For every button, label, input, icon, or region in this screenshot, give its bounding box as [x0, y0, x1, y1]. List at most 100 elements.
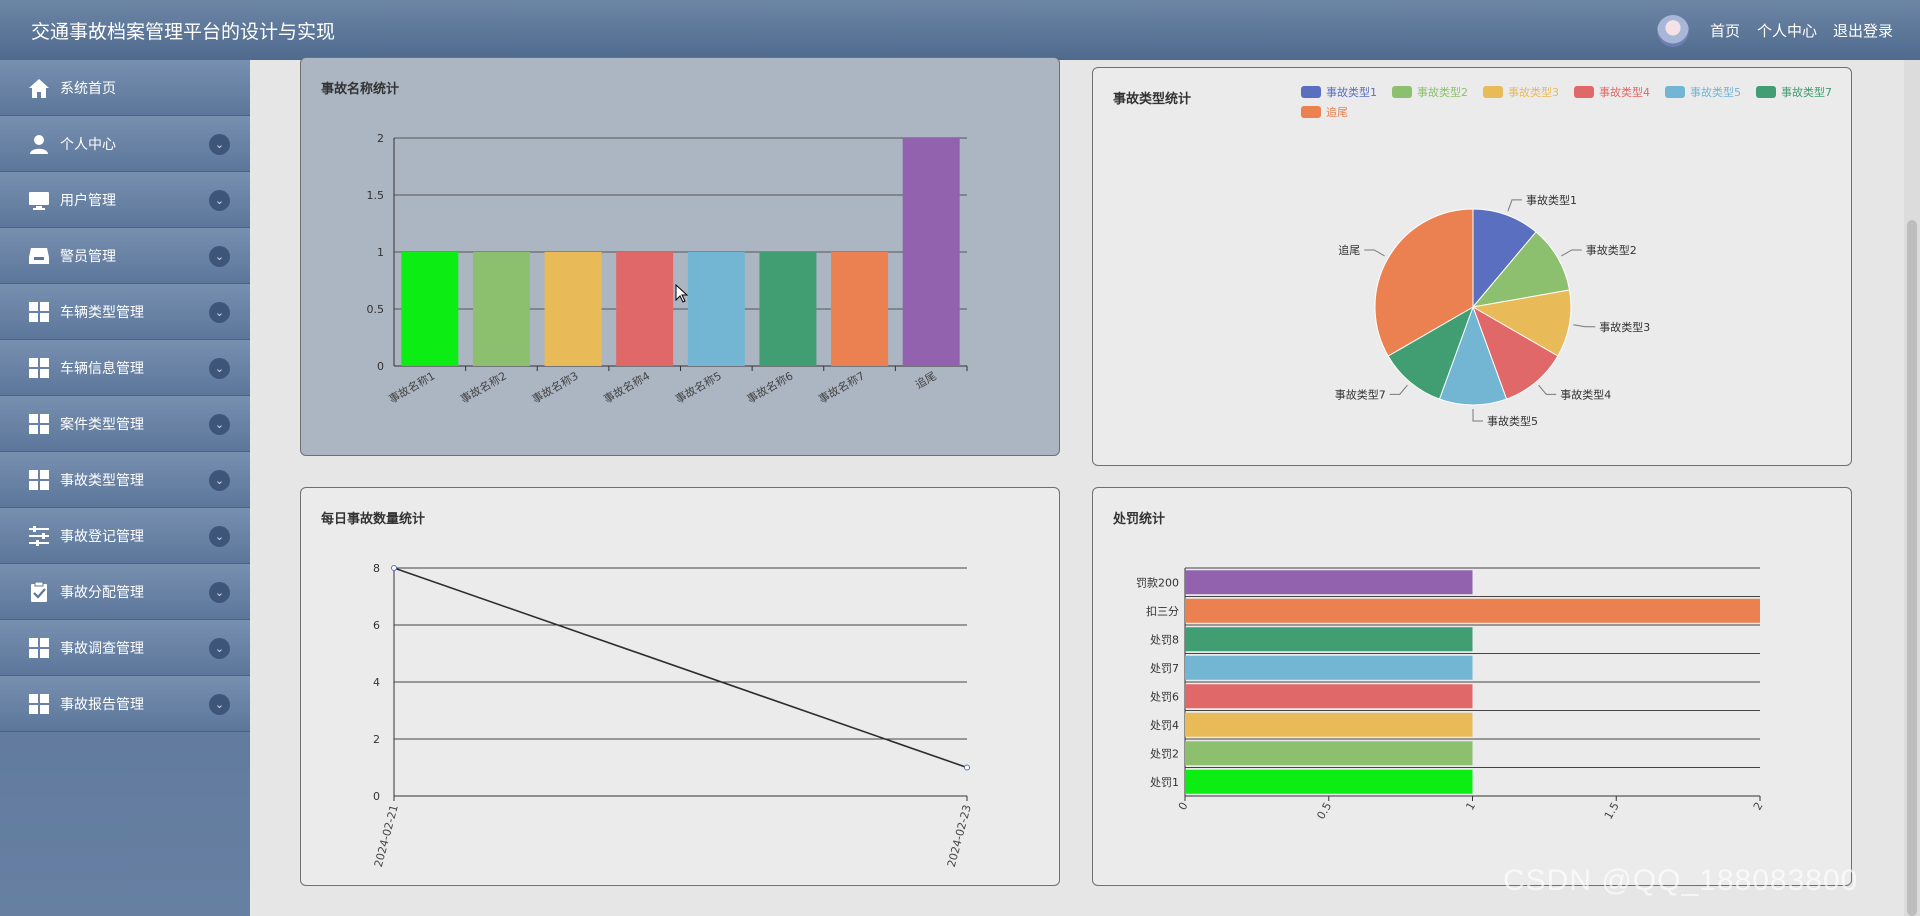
sidebar-item[interactable]: 事故报告管理 ⌄ — [0, 676, 250, 732]
chevron-down-icon[interactable]: ⌄ — [209, 246, 230, 267]
monitor-icon — [29, 192, 49, 210]
pie-label: 事故类型3 — [1599, 320, 1650, 334]
x-tick-label: 事故名称1 — [386, 368, 437, 406]
pie-slice — [1471, 231, 1571, 308]
chevron-down-icon[interactable]: ⌄ — [209, 638, 230, 659]
sidebar-item[interactable]: 车辆类型管理 ⌄ — [0, 284, 250, 340]
nav-profile-link[interactable]: 个人中心 — [1757, 22, 1818, 40]
pie-label: 事故类型4 — [1560, 387, 1611, 401]
accident-name-chart-card: 事故名称统计 0 0.5 1 1.5 2 事故名称1 事故名称2 事故名称3 事故名称4 事故名称… — [300, 57, 1060, 456]
y-tick-label: 2 — [377, 132, 384, 145]
chevron-down-icon[interactable]: ⌄ — [209, 526, 230, 547]
grid-icon — [29, 470, 49, 490]
chevron-down-icon[interactable]: ⌄ — [209, 470, 230, 491]
pie-label-line — [1561, 249, 1582, 257]
sidebar-item[interactable]: 事故调查管理 ⌄ — [0, 620, 250, 676]
bar — [1185, 769, 1473, 794]
data-point — [964, 764, 970, 771]
sidebar-item[interactable]: 警员管理 ⌄ — [0, 228, 250, 284]
clipboard-check-icon — [31, 581, 47, 602]
legend-swatch — [1301, 106, 1321, 118]
accident-name-bar-chart: 0 0.5 1 1.5 2 事故名称1 事故名称2 事故名称3 事故名称4 事故名称5 事故名称6 事… — [367, 132, 968, 406]
sidebar-item-label: 车辆信息管理 — [60, 361, 144, 377]
sidebar-item-label: 系统首页 — [60, 81, 116, 97]
chevron-down-icon[interactable]: ⌄ — [209, 582, 230, 603]
chevron-down-icon[interactable]: ⌄ — [209, 302, 230, 323]
legend-label: 事故类型5 — [1690, 85, 1741, 99]
sidebar-item[interactable]: 事故分配管理 ⌄ — [0, 564, 250, 620]
bar — [687, 252, 745, 366]
pie-slice — [1471, 289, 1572, 357]
user-icon — [30, 135, 48, 154]
sidebar-item-label: 用户管理 — [60, 193, 116, 209]
user-avatar[interactable] — [1657, 15, 1689, 47]
y-tick-label: 处罚1 — [1150, 776, 1179, 789]
sidebar-item[interactable]: 案件类型管理 ⌄ — [0, 396, 250, 452]
bar — [616, 252, 674, 366]
pie-slice — [1438, 305, 1508, 406]
sidebar-item[interactable]: 事故类型管理 ⌄ — [0, 452, 250, 508]
sidebar-item[interactable]: 个人中心 ⌄ — [0, 116, 250, 172]
y-tick-label: 0 — [373, 790, 380, 803]
chevron-down-icon[interactable]: ⌄ — [209, 414, 230, 435]
x-tick-label: 1.5 — [1602, 800, 1622, 822]
sidebar-item-label: 事故报告管理 — [60, 697, 144, 713]
daily-accident-line-chart: 0 2 4 6 8 2024-02-21 2024-02-23 — [372, 562, 974, 869]
legend-label: 事故类型3 — [1508, 85, 1559, 99]
scrollbar-thumb[interactable] — [1907, 220, 1917, 916]
chevron-down-icon[interactable]: ⌄ — [209, 190, 230, 211]
y-tick-label: 罚款200 — [1136, 575, 1179, 589]
pie-slice — [1472, 208, 1537, 309]
x-tick-label: 2024-02-21 — [372, 803, 401, 868]
y-tick-label: 扣三分 — [1146, 604, 1179, 618]
bar — [1185, 570, 1473, 595]
chart-title: 事故名称统计 — [321, 82, 400, 97]
chevron-down-icon[interactable]: ⌄ — [209, 134, 230, 155]
bar — [544, 252, 602, 366]
legend-label: 事故类型4 — [1599, 85, 1650, 99]
sidebar-item-label: 车辆类型管理 — [60, 305, 144, 321]
bar — [1185, 627, 1473, 652]
pie-label: 事故类型7 — [1335, 387, 1386, 401]
chart-title: 事故类型统计 — [1113, 92, 1192, 107]
chevron-down-icon[interactable]: ⌄ — [209, 694, 230, 715]
legend-swatch — [1301, 86, 1321, 98]
pie-label-line — [1389, 384, 1408, 395]
sidebar-item[interactable]: 系统首页 — [0, 60, 250, 116]
nav-logout-link[interactable]: 退出登录 — [1833, 22, 1894, 40]
grid-icon — [29, 694, 49, 714]
x-tick-label: 事故名称7 — [816, 368, 867, 406]
sidebar-item-label: 个人中心 — [60, 137, 116, 153]
top-header: 交通事故档案管理平台的设计与实现 首页 个人中心 退出登录 — [0, 0, 1920, 60]
daily-accident-chart-card: 每日事故数量统计 0 2 4 6 8 2024-02-21 2024-02-23 — [300, 487, 1060, 886]
bar — [759, 252, 817, 366]
chevron-down-icon[interactable]: ⌄ — [209, 358, 230, 379]
y-tick-label: 6 — [373, 619, 380, 632]
legend-label: 事故类型2 — [1417, 85, 1468, 99]
pie-label-line — [1507, 199, 1522, 212]
sidebar-item[interactable]: 车辆信息管理 ⌄ — [0, 340, 250, 396]
y-tick-label: 处罚4 — [1150, 719, 1179, 732]
pie-label: 事故类型2 — [1586, 243, 1637, 257]
sidebar-item[interactable]: 用户管理 ⌄ — [0, 172, 250, 228]
csdn-watermark: CSDN @QQ_188083800 — [1503, 864, 1859, 897]
penalty-hbar-chart: 处罚1 处罚2 处罚4 处罚6 处罚7 处罚8 扣三分 罚款200 0 0.5 1 1.5 2 — [1136, 567, 1766, 822]
pie-label-line — [1364, 249, 1385, 257]
nav-home-link[interactable]: 首页 — [1710, 22, 1741, 40]
y-tick-label: 8 — [373, 562, 380, 575]
sidebar-item-label: 事故调查管理 — [60, 641, 144, 657]
legend-label: 事故类型7 — [1781, 85, 1832, 99]
sidebar-item-label: 事故登记管理 — [60, 529, 144, 545]
x-tick-label: 0 — [1176, 800, 1191, 813]
y-tick-label: 处罚8 — [1150, 633, 1179, 646]
sidebar-item[interactable]: 事故登记管理 ⌄ — [0, 508, 250, 564]
x-tick-label: 事故名称5 — [673, 368, 724, 406]
pie-label-line — [1573, 324, 1596, 328]
app-title: 交通事故档案管理平台的设计与实现 — [31, 21, 336, 43]
pie-label: 追尾 — [1338, 243, 1360, 257]
legend-swatch — [1392, 86, 1412, 98]
grid-icon — [29, 414, 49, 434]
bar — [1185, 598, 1760, 623]
x-tick-label: 2024-02-23 — [945, 803, 974, 868]
bar — [1185, 655, 1473, 680]
